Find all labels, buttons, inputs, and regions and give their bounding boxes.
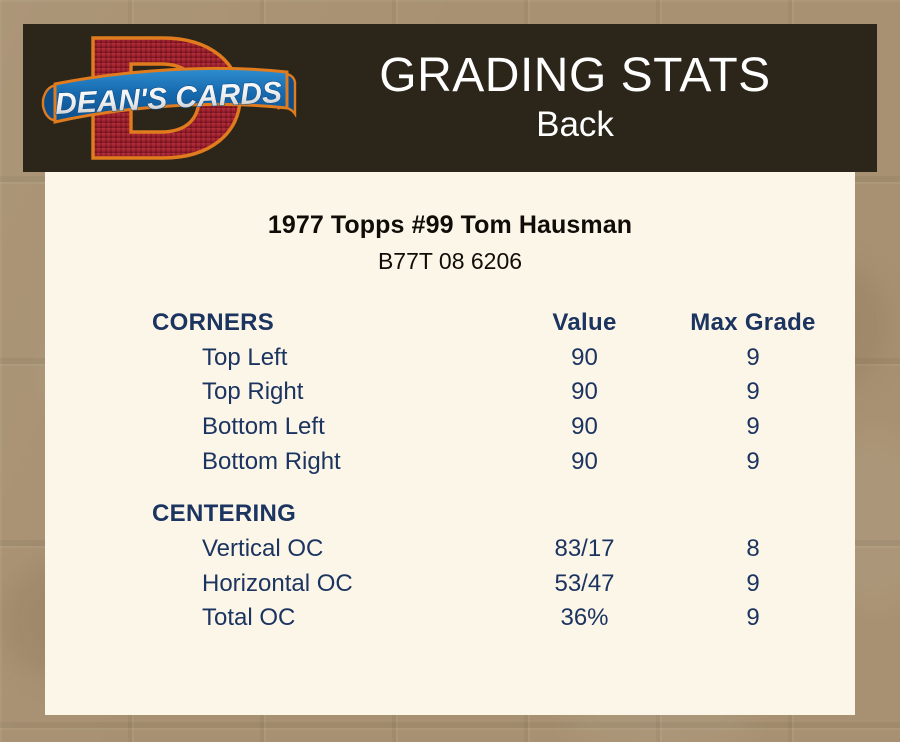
stat-max-grade: 9 <box>746 378 760 406</box>
stat-row: Bottom Left 90 9 <box>152 410 844 445</box>
stat-label: Top Left <box>202 343 288 371</box>
stat-row: Top Right 90 9 <box>152 375 844 410</box>
stat-max-grade: 9 <box>746 604 760 632</box>
stat-label: Top Right <box>202 378 304 406</box>
stat-row: Top Left 90 9 <box>152 340 844 375</box>
section-title: CORNERS <box>152 309 275 336</box>
header-titles: GRADING STATS Back <box>303 50 877 146</box>
stat-value: 53/47 <box>554 569 615 597</box>
card-title: 1977 Topps #99 Tom Hausman <box>267 211 633 239</box>
stats-panel: 1977 Topps #99 Tom Hausman B77T 08 6206 … <box>45 172 855 715</box>
grading-stats-table: CORNERS Value Max Grade Top Left 90 9 Top Righ… <box>152 305 844 636</box>
stats-table-wrapper: CORNERS Value Max Grade Top Left 90 9 Top Righ… <box>45 305 855 636</box>
stat-max-grade: 9 <box>746 569 760 597</box>
stat-label: Total OC <box>202 604 296 632</box>
stat-value: 90 <box>571 413 598 441</box>
section-header-row: CORNERS Value Max Grade <box>152 305 844 340</box>
stat-label: Bottom Left <box>202 413 325 441</box>
stat-value: 90 <box>571 447 598 475</box>
header-bar: DEAN'S CARDS GRADING STATS Back <box>23 24 877 172</box>
stat-value: 90 <box>571 343 598 371</box>
section-title: CENTERING <box>152 500 297 528</box>
stat-max-grade: 9 <box>746 413 760 441</box>
value-column-header <box>507 479 662 531</box>
stat-value: 90 <box>571 378 598 406</box>
stat-row: Total OC 36% 9 <box>152 601 844 636</box>
page-subtitle: Back <box>536 104 614 144</box>
stat-row: Vertical OC 83/17 8 <box>152 531 844 566</box>
logo-graphic: DEAN'S CARDS <box>41 36 297 160</box>
card-serial: B77T 08 6206 <box>377 248 523 274</box>
logo-banner <box>41 66 297 124</box>
max-grade-column-header <box>662 479 844 531</box>
stat-row: Horizontal OC 53/47 9 <box>152 566 844 601</box>
stat-value: 36% <box>560 604 609 632</box>
stat-max-grade: 8 <box>746 534 760 562</box>
value-column-header: Value <box>552 309 617 336</box>
stat-label: Vertical OC <box>202 534 324 562</box>
stat-max-grade: 9 <box>746 343 760 371</box>
deans-cards-logo[interactable]: DEAN'S CARDS <box>35 28 303 168</box>
stat-label: Bottom Right <box>202 447 341 475</box>
stat-max-grade: 9 <box>746 447 760 475</box>
max-grade-column-header: Max Grade <box>690 309 816 336</box>
stat-row: Bottom Right 90 9 <box>152 444 844 479</box>
section-header-row: CENTERING <box>152 479 844 531</box>
page-title: GRADING STATS <box>379 49 771 103</box>
stat-value: 83/17 <box>554 534 615 562</box>
stat-label: Horizontal OC <box>202 569 353 597</box>
